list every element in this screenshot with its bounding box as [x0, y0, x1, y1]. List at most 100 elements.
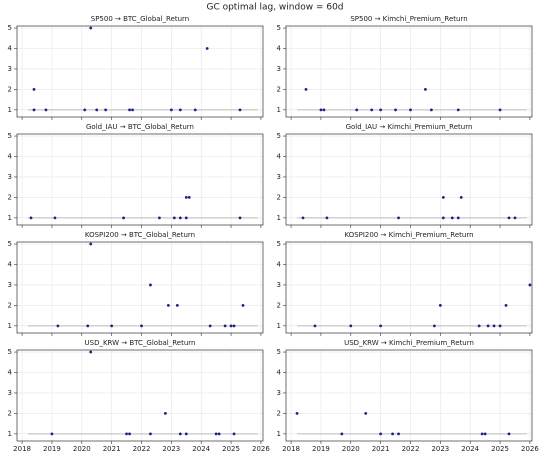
- point: [504, 303, 508, 307]
- point: [480, 432, 484, 436]
- y-tick-label: 1: [277, 214, 281, 222]
- y-tick-label: 3: [8, 173, 12, 181]
- point: [238, 108, 242, 112]
- point: [89, 242, 93, 246]
- point: [32, 108, 36, 112]
- panel-title: USD_KRW → BTC_Global_Return: [85, 339, 196, 347]
- x-tick-label: 2026: [521, 445, 539, 452]
- point: [441, 216, 445, 220]
- point: [140, 324, 143, 328]
- point: [379, 324, 383, 328]
- x-tick-label: 2019: [312, 445, 330, 452]
- point: [214, 432, 218, 436]
- point: [163, 411, 167, 415]
- x-tick-label: 2022: [133, 445, 151, 452]
- point: [432, 324, 436, 328]
- point: [232, 432, 236, 436]
- y-tick-label: 2: [277, 301, 281, 309]
- panel-frame: [285, 349, 533, 442]
- x-tick-label: 2022: [402, 445, 420, 452]
- point: [29, 216, 33, 220]
- panel-frame: [16, 25, 264, 118]
- y-tick-label: 4: [277, 260, 282, 268]
- point: [175, 303, 179, 307]
- x-tick-label: 2021: [103, 445, 121, 452]
- x-tick-label: 2025: [491, 445, 509, 452]
- point: [53, 216, 57, 220]
- panel-title: Gold_IAU → BTC_Global_Return: [86, 123, 194, 131]
- point: [477, 324, 481, 328]
- y-tick-label: 1: [277, 106, 281, 114]
- y-tick-label: 2: [8, 85, 12, 93]
- point: [450, 216, 454, 220]
- panel-frame: [285, 133, 533, 226]
- point: [149, 432, 152, 436]
- point: [128, 432, 131, 436]
- point: [128, 108, 131, 112]
- point: [172, 216, 176, 220]
- x-tick-label: 2024: [192, 445, 210, 452]
- y-tick-label: 1: [277, 322, 281, 330]
- point: [238, 216, 242, 220]
- y-tick-label: 2: [277, 409, 281, 417]
- point: [95, 108, 99, 112]
- y-tick-label: 1: [8, 430, 12, 438]
- point: [169, 108, 173, 112]
- y-tick-label: 1: [277, 430, 281, 438]
- y-tick-label: 5: [277, 24, 281, 32]
- point: [166, 303, 170, 307]
- y-tick-label: 2: [8, 301, 12, 309]
- point: [184, 195, 188, 199]
- point: [424, 87, 427, 91]
- panel-frame: [16, 349, 264, 442]
- point: [125, 432, 128, 436]
- point: [459, 195, 463, 199]
- point: [89, 350, 93, 354]
- y-tick-label: 1: [8, 106, 12, 114]
- point: [193, 108, 197, 112]
- point: [513, 216, 517, 220]
- point: [340, 432, 344, 436]
- y-tick-label: 3: [277, 281, 281, 289]
- point: [322, 108, 326, 112]
- y-tick-label: 3: [8, 389, 12, 397]
- point: [429, 108, 433, 112]
- y-tick-label: 3: [8, 65, 12, 73]
- point: [507, 216, 511, 220]
- x-tick-label: 2021: [372, 445, 390, 452]
- y-tick-label: 4: [8, 368, 13, 376]
- point: [301, 216, 305, 220]
- x-tick-label: 2024: [461, 445, 479, 452]
- panel-title: SP500 → Kimchi_Premium_Return: [350, 15, 467, 23]
- y-tick-label: 4: [8, 260, 13, 268]
- y-tick-label: 5: [277, 348, 281, 356]
- y-tick-label: 2: [8, 409, 12, 417]
- point: [223, 324, 227, 328]
- panel-title: SP500 → BTC_Global_Return: [91, 15, 189, 23]
- point: [178, 432, 182, 436]
- point: [187, 195, 191, 199]
- point: [441, 195, 445, 199]
- point: [319, 108, 323, 112]
- point: [304, 87, 308, 91]
- point: [355, 108, 359, 112]
- point: [370, 108, 374, 112]
- y-tick-label: 5: [8, 24, 12, 32]
- y-tick-label: 4: [8, 44, 13, 52]
- point: [349, 324, 353, 328]
- y-tick-label: 3: [277, 173, 281, 181]
- point: [456, 216, 460, 220]
- point: [89, 26, 93, 30]
- point: [178, 108, 182, 112]
- point: [158, 216, 161, 220]
- point: [205, 47, 209, 50]
- point: [110, 324, 114, 328]
- y-tick-label: 5: [277, 240, 281, 248]
- point: [44, 108, 48, 112]
- y-tick-label: 4: [8, 152, 13, 160]
- panel-title: USD_KRW → Kimchi_Premium_Return: [344, 339, 474, 347]
- point: [498, 108, 502, 112]
- point: [241, 303, 245, 307]
- y-tick-label: 3: [8, 281, 12, 289]
